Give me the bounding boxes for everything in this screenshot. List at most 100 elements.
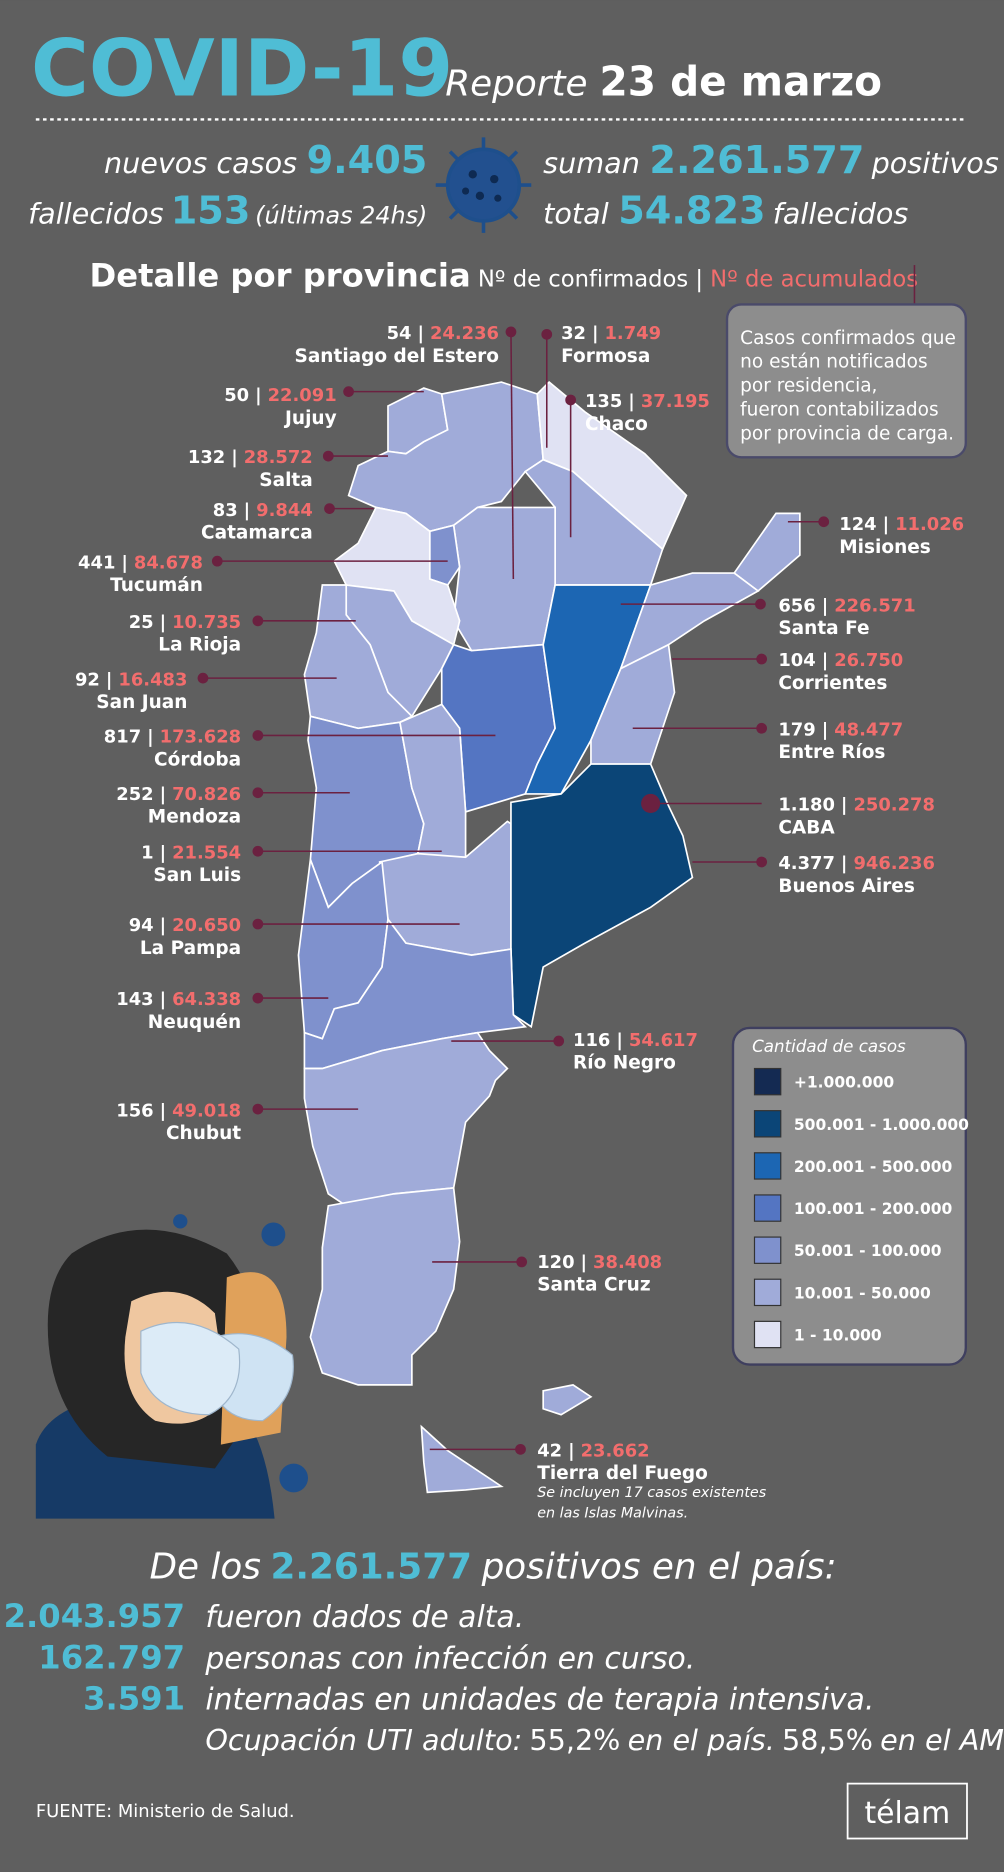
province-name: Formosa	[561, 346, 650, 367]
province-figures: 25 | 10.735	[129, 612, 241, 633]
legend-swatch	[753, 1236, 782, 1264]
confirmed: 143	[116, 989, 153, 1010]
province-figures: 124 | 11.026	[839, 514, 964, 535]
value: 54.823	[618, 189, 765, 233]
province-name: San Luis	[153, 865, 241, 886]
legend-swatch	[753, 1278, 782, 1307]
confirmed: 25	[129, 612, 154, 633]
separator: |	[581, 1252, 588, 1273]
province-name: Catamarca	[201, 522, 313, 543]
icu-amba-text: en el AMBA.	[880, 1723, 1004, 1757]
leader-dot	[515, 1443, 526, 1455]
confirmed: 817	[104, 727, 141, 748]
province-shape	[309, 1186, 461, 1386]
suffix: positivos en el país:	[481, 1546, 837, 1587]
accumulated-label: Nº de acumulados	[710, 267, 918, 293]
accumulated: 226.571	[834, 595, 916, 616]
province-figures: 94 | 20.650	[129, 915, 241, 936]
province-name: Córdoba	[154, 749, 241, 770]
separator: |	[160, 842, 167, 863]
icu-amba-value: 58,5%	[782, 1723, 873, 1757]
legend-title: Cantidad de casos	[752, 1036, 906, 1056]
detail-heading: Detalle por provincia Nº de confirmados | N…	[90, 257, 919, 295]
illustration	[35, 1214, 309, 1519]
province-figures: 92 | 16.483	[75, 669, 187, 690]
leader-dot	[516, 1256, 528, 1268]
note-line: por residencia,	[740, 376, 877, 397]
leader-dot	[252, 845, 264, 857]
conclusion-rows: 2.043.957 fueron dados de alta. 162.797 per…	[4, 1597, 875, 1717]
confirmed: 104	[778, 650, 815, 671]
province-shape	[452, 506, 556, 652]
label: suman	[543, 146, 640, 180]
row-text: fueron dados de alta.	[205, 1600, 524, 1635]
malvinas-line: Se incluyen 17 casos existentes	[537, 1485, 767, 1501]
confirmed: 92	[75, 669, 100, 690]
note-line: Casos confirmados que	[740, 328, 956, 349]
accumulated: 38.408	[593, 1252, 662, 1273]
icu-country-text: en el país.	[628, 1723, 775, 1757]
note-line: por provincia de carga.	[740, 423, 954, 444]
legend-swatch	[753, 1110, 782, 1138]
separator: |	[695, 267, 703, 293]
leader-dot	[541, 328, 553, 340]
province-figures: 252 | 70.826	[116, 784, 241, 805]
legend-swatch	[753, 1152, 782, 1180]
province-figures: 54 | 24.236	[387, 323, 499, 344]
separator: |	[417, 323, 424, 344]
accumulated: 28.572	[244, 447, 313, 468]
prefix: De los	[149, 1546, 260, 1587]
accumulated: 946.236	[853, 853, 935, 874]
province-name: Río Negro	[573, 1053, 676, 1074]
suffix: positivos	[871, 146, 999, 180]
legend-swatch	[753, 1194, 782, 1222]
separator: |	[231, 447, 238, 468]
confirmed: 132	[188, 447, 225, 468]
confirmed: 50	[224, 385, 249, 406]
malvinas-line: en las Islas Malvinas.	[537, 1505, 688, 1521]
new-deaths: fallecidos 153 (últimas 24hs)	[28, 189, 427, 233]
confirmed: 135	[585, 391, 622, 412]
leader-dot	[565, 394, 577, 406]
icu-line: Ocupación UTI adulto: 55,2% en el país. 58,…	[205, 1723, 1004, 1757]
row-value: 3.591	[83, 1680, 185, 1718]
note: Casos confirmados que no están notificado…	[740, 328, 956, 445]
icu-prefix: Ocupación UTI adulto:	[205, 1723, 522, 1757]
confirmed: 1	[141, 842, 153, 863]
province-figures: 116 | 54.617	[573, 1030, 698, 1051]
province-name: La Rioja	[158, 635, 241, 656]
province-name: Misiones	[839, 537, 931, 558]
leader-dot	[324, 503, 335, 514]
leader-dot	[197, 672, 209, 684]
detail-title: Detalle por provincia	[90, 257, 471, 295]
suffix: fallecidos	[773, 196, 909, 230]
province-name: Corrientes	[778, 673, 887, 694]
province-figures: 83 | 9.844	[213, 500, 313, 521]
legend-label: 50.001 - 100.000	[794, 1242, 942, 1260]
icu-country-value: 55,2%	[529, 1723, 620, 1757]
province-figures: 120 | 38.408	[537, 1252, 662, 1273]
confirmed: 1.180	[778, 795, 835, 816]
leader-dot	[641, 793, 661, 814]
leader-dot	[755, 598, 766, 610]
total-positive: suman 2.261.577 positivos	[543, 139, 999, 183]
virus-icon	[435, 137, 532, 233]
leader-dot	[818, 516, 830, 528]
separator: |	[160, 1100, 167, 1121]
province-name: Mendoza	[148, 807, 241, 828]
leader-dot	[252, 918, 264, 930]
province-name: Chaco	[585, 414, 648, 435]
confirmed: 252	[116, 784, 153, 805]
confirmed-label: Nº de confirmados	[478, 267, 688, 293]
legend: +1.000.000 500.001 - 1.000.000 200.001 - 5…	[753, 1067, 969, 1349]
total-deaths: total 54.823 fallecidos	[543, 189, 908, 233]
leader-dot	[252, 787, 264, 799]
province-name: Santa Fe	[778, 618, 869, 639]
province-figures: 50 | 22.091	[224, 385, 336, 406]
period: (últimas 24hs)	[255, 201, 427, 229]
note-line: no están notificados	[740, 352, 927, 373]
accumulated: 54.617	[629, 1030, 698, 1051]
label: total	[543, 196, 609, 230]
province-name: Tucumán	[110, 575, 203, 596]
